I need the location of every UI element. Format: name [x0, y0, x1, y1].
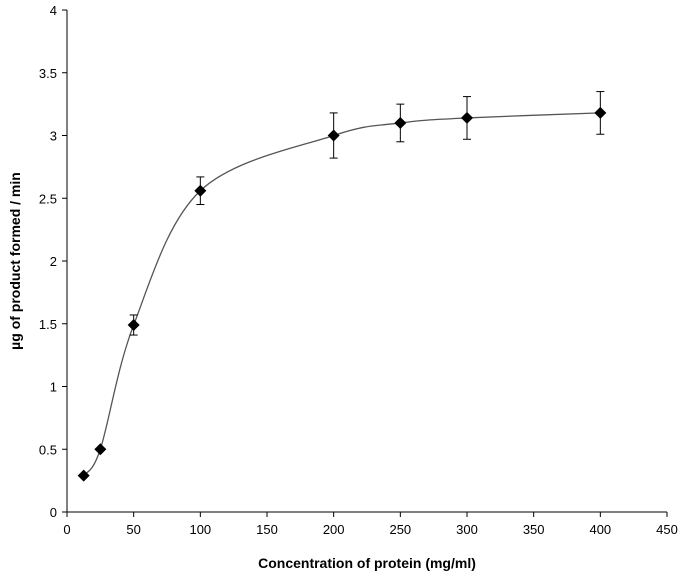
- x-tick-label: 100: [189, 522, 211, 537]
- data-point: [77, 469, 90, 482]
- x-axis-title: Concentration of protein (mg/ml): [258, 555, 476, 571]
- x-tick-label: 400: [589, 522, 611, 537]
- fit-curve-group: [83, 112, 601, 477]
- y-tick-label: 1.5: [39, 317, 57, 332]
- data-point: [394, 116, 407, 129]
- x-tick-label: 250: [389, 522, 411, 537]
- data-point: [594, 106, 607, 119]
- x-tick-label: 350: [523, 522, 545, 537]
- x-tick-label: 150: [256, 522, 278, 537]
- x-tick-label: 50: [126, 522, 140, 537]
- x-tick-label: 300: [456, 522, 478, 537]
- error-bars: [129, 91, 605, 336]
- y-tick-label: 3.5: [39, 66, 57, 81]
- y-tick-label: 0.5: [39, 442, 57, 457]
- x-tick-label: 200: [323, 522, 345, 537]
- data-point: [461, 111, 473, 124]
- data-point: [127, 319, 140, 332]
- y-tick-label: 1: [50, 380, 57, 395]
- data-point: [194, 184, 207, 197]
- y-tick-label: 0: [50, 505, 57, 520]
- fit-curve: [83, 112, 601, 477]
- x-tick-label: 0: [63, 522, 70, 537]
- data-markers: [77, 106, 607, 482]
- y-tick-label: 4: [50, 3, 57, 18]
- data-point: [94, 443, 107, 456]
- y-tick-label: 2: [50, 254, 57, 269]
- ticks: 0 50 100 150 200 250 300 350 400 450 0 0.5 1 1.5 2 2.5 3…: [39, 3, 678, 537]
- y-axis-title: µg of product formed / min: [7, 172, 23, 350]
- y-tick-label: 3: [50, 129, 57, 144]
- x-tick-label: 450: [656, 522, 678, 537]
- data-point: [327, 129, 340, 142]
- y-tick-label: 2.5: [39, 191, 57, 206]
- axes: [66, 10, 667, 513]
